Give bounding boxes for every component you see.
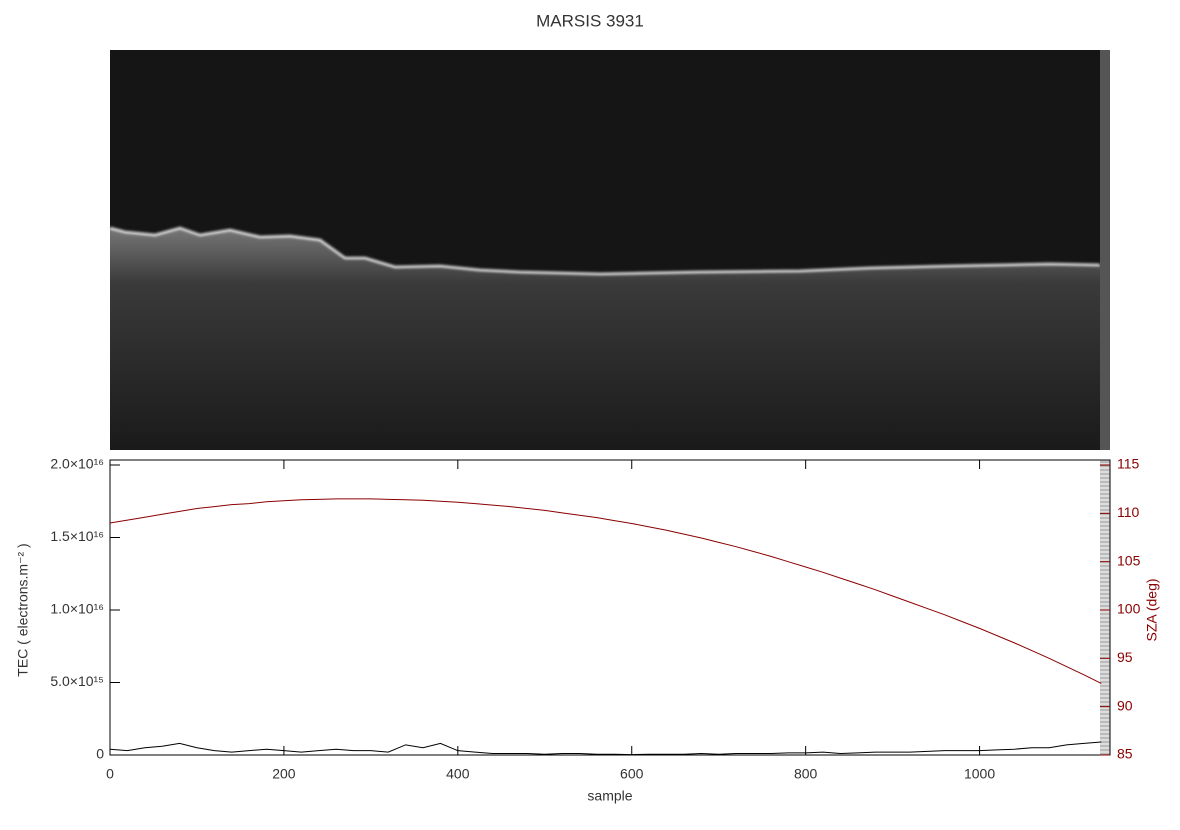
x-tick-label: 0 <box>106 766 114 782</box>
y2-axis-label: SZA (deg) <box>1144 578 1160 641</box>
x-tick-label: 400 <box>446 766 470 782</box>
y-axis-label: TEC ( electrons.m⁻² ) <box>15 543 31 676</box>
y2-tick-label: 85 <box>1117 746 1133 762</box>
hatched-band <box>1100 460 1110 755</box>
plot-frame <box>109 459 1111 756</box>
x-tick-label: 800 <box>794 766 818 782</box>
y-tick-label: 5.0×10¹⁵ <box>50 673 104 689</box>
radargram <box>109 50 1110 450</box>
y2-tick-label: 95 <box>1117 649 1133 665</box>
y2-tick-label: 100 <box>1117 601 1141 617</box>
y-tick-label: 1.0×10¹⁶ <box>50 601 104 617</box>
y2-tick-label: 110 <box>1117 504 1140 520</box>
x-tick-label: 1000 <box>964 766 995 782</box>
y2-tick-label: 90 <box>1117 697 1133 713</box>
y2-tick-label: 115 <box>1117 456 1140 472</box>
y-tick-label: 2.0×10¹⁶ <box>50 456 104 472</box>
x-tick-label: 200 <box>272 766 296 782</box>
series-line <box>109 498 1102 684</box>
x-tick-label: 600 <box>620 766 644 782</box>
x-axis-label: sample <box>587 788 632 804</box>
y2-tick-label: 105 <box>1117 552 1141 568</box>
series-line <box>109 741 1102 756</box>
y-tick-label: 0 <box>96 746 104 762</box>
y-tick-label: 1.5×10¹⁶ <box>50 528 104 544</box>
chart-title: MARSIS 3931 <box>536 11 644 30</box>
